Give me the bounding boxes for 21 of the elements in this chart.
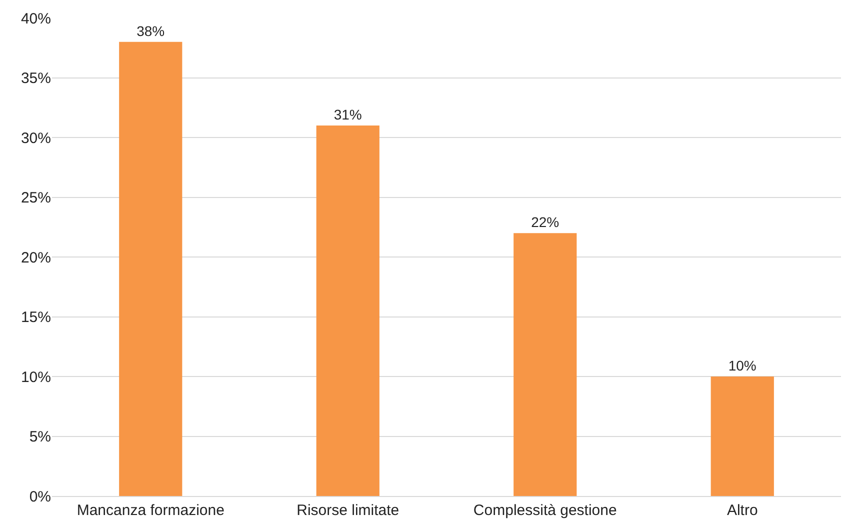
- x-tick-label: Mancanza formazione: [76, 502, 224, 519]
- bar: [316, 126, 380, 496]
- data-label: 31%: [334, 106, 362, 123]
- y-tick-label: 15%: [20, 309, 51, 326]
- y-tick-label: 0%: [29, 488, 51, 506]
- bar: [514, 233, 577, 496]
- y-tick-label: 35%: [20, 70, 51, 87]
- bar: [710, 376, 774, 496]
- x-tick-label: Complessità gestione: [473, 502, 617, 519]
- y-tick-label: 40%: [20, 10, 51, 28]
- y-tick-label: 20%: [20, 249, 51, 266]
- bar: [119, 42, 182, 496]
- data-label: 38%: [136, 22, 165, 39]
- x-tick-label: Altro: [726, 502, 758, 519]
- data-label: 22%: [531, 214, 560, 230]
- y-tick-label: 5%: [29, 428, 51, 446]
- data-label: 10%: [728, 358, 756, 374]
- x-tick-label: Risorse limitate: [296, 502, 400, 519]
- y-tick-label: 10%: [20, 368, 51, 386]
- y-tick-label: 25%: [20, 190, 51, 206]
- y-tick-label: 30%: [20, 130, 51, 147]
